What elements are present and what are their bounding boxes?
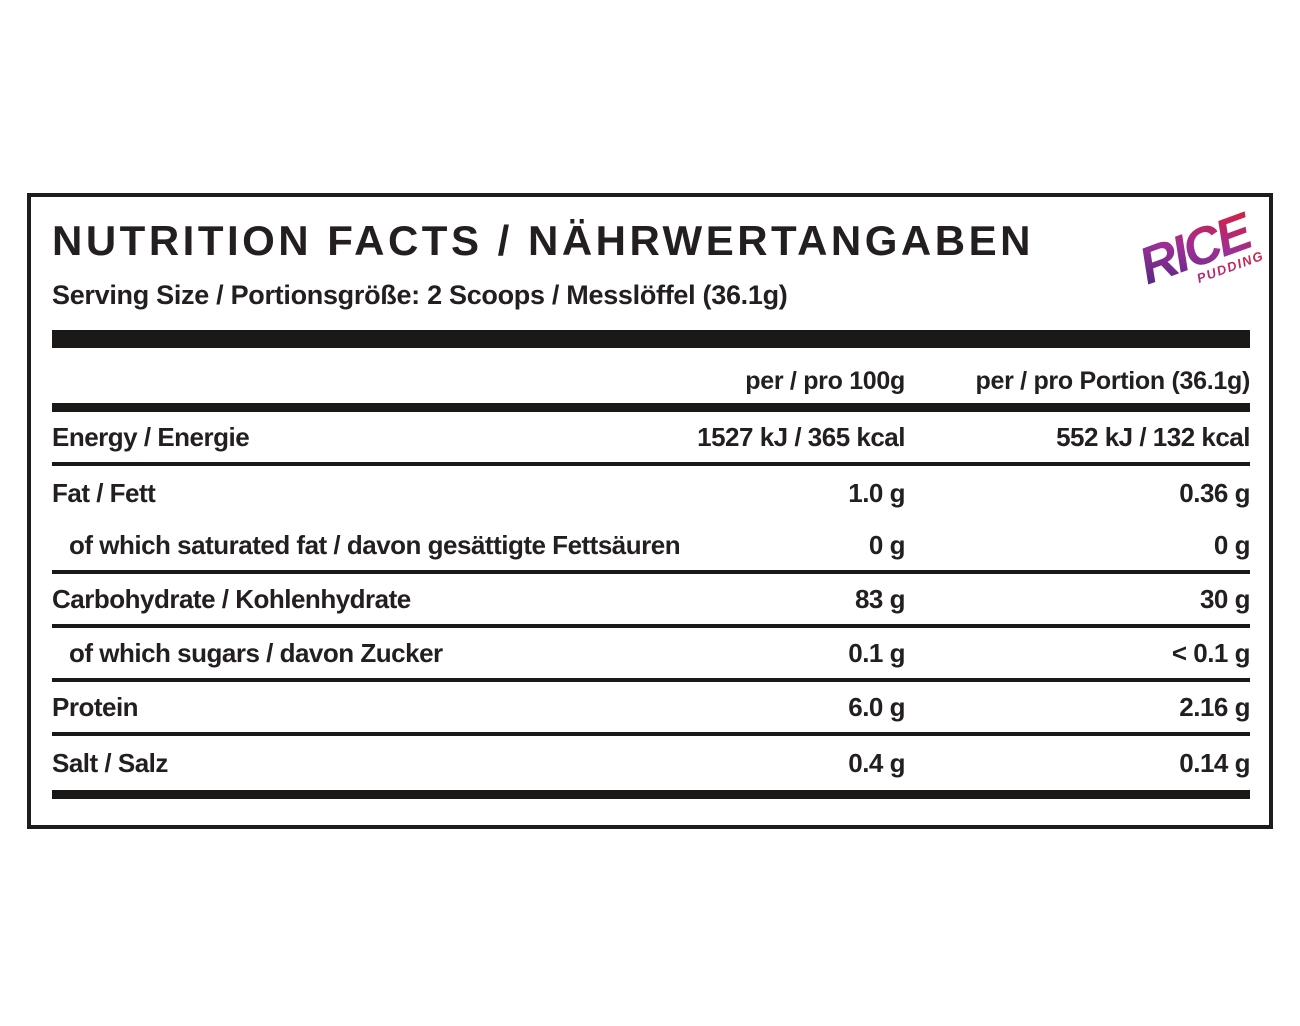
value-per-100g: 83 g bbox=[854, 583, 906, 614]
serving-size-line: Serving Size / Portionsgröße: 2 Scoops /… bbox=[52, 280, 788, 310]
value-per-portion: < 0.1 g bbox=[1171, 637, 1251, 668]
value-per-100g: 0 g bbox=[868, 529, 906, 560]
nutrition-table: Energy / Energie 1527 kJ / 365 kcal 552 kJ… bbox=[52, 412, 1251, 790]
column-header-per-portion: per / pro Portion (36.1g) bbox=[975, 367, 1251, 395]
value-per-portion: 30 g bbox=[1199, 583, 1251, 614]
rice-pudding-logo: RICE PUDDING bbox=[1132, 202, 1266, 296]
divider-top-bar bbox=[52, 330, 1250, 348]
value-per-portion: 0.36 g bbox=[1179, 477, 1250, 508]
value-per-portion: 0 g bbox=[1213, 529, 1251, 560]
value-per-100g: 6.0 g bbox=[848, 691, 905, 722]
label-content: NUTRITION FACTS / NÄHRWERTANGABEN Servin… bbox=[31, 217, 1269, 799]
value-per-portion: 552 kJ / 132 kcal bbox=[1056, 421, 1250, 452]
label-border-box: NUTRITION FACTS / NÄHRWERTANGABEN Servin… bbox=[27, 193, 1273, 829]
divider-header-underline bbox=[52, 403, 1250, 412]
table-row: Salt / Salz 0.4 g 0.14 g bbox=[52, 736, 1251, 790]
nutrient-name: Salt / Salz bbox=[52, 747, 168, 778]
table-row: Fat / Fett 1.0 g 0.36 g bbox=[52, 466, 1251, 520]
value-per-100g: 0.1 g bbox=[848, 637, 905, 668]
nutrient-name: of which saturated fat / davon gesättigt… bbox=[69, 529, 681, 560]
table-row: Protein 6.0 g 2.16 g bbox=[52, 682, 1251, 736]
nutrient-name: Fat / Fett bbox=[52, 477, 156, 508]
column-header-row: per / pro 100g per / pro Portion (36.1g) bbox=[52, 348, 1250, 403]
nutrient-name: Carbohydrate / Kohlenhydrate bbox=[52, 583, 411, 614]
page-title: NUTRITION FACTS / NÄHRWERTANGABEN bbox=[52, 217, 1034, 264]
nutrient-name: Energy / Energie bbox=[52, 421, 250, 452]
nutrient-name: of which sugars / davon Zucker bbox=[69, 637, 443, 668]
table-row: Energy / Energie 1527 kJ / 365 kcal 552 kJ… bbox=[52, 412, 1251, 466]
nutrient-name: Protein bbox=[52, 691, 139, 722]
table-row: of which saturated fat / davon gesättigt… bbox=[52, 520, 1251, 574]
value-per-100g: 1527 kJ / 365 kcal bbox=[697, 421, 905, 452]
divider-bottom-bar bbox=[52, 790, 1250, 799]
value-per-100g: 1.0 g bbox=[848, 477, 905, 508]
logo-wordmark-rice: RICE bbox=[1132, 202, 1261, 296]
value-per-portion: 0.14 g bbox=[1179, 747, 1250, 778]
table-row: Carbohydrate / Kohlenhydrate 83 g 30 g bbox=[52, 574, 1251, 628]
value-per-portion: 2.16 g bbox=[1179, 691, 1250, 722]
table-row: of which sugars / davon Zucker 0.1 g < 0.1… bbox=[52, 628, 1251, 682]
value-per-100g: 0.4 g bbox=[848, 747, 905, 778]
column-header-per-100g: per / pro 100g bbox=[745, 367, 905, 395]
